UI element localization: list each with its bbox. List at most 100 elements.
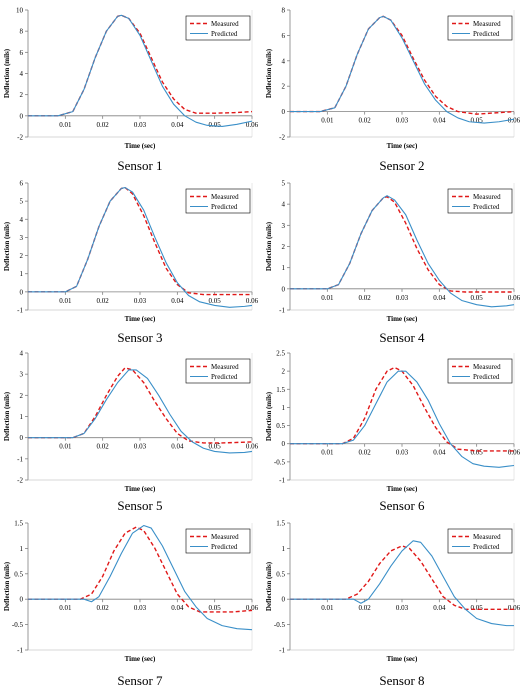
chart-caption: Sensor 2 [379,158,425,173]
x-tick-label: 0.04 [433,117,446,125]
y-tick-label: -1 [17,307,23,315]
x-tick-label: 0.03 [396,294,409,302]
y-tick-label: -1 [17,647,23,655]
x-tick-label: 0.03 [134,121,147,129]
y-tick-label: 1 [282,404,286,412]
x-tick-label: 0.01 [59,297,72,305]
chart-panel-6: -1 -0.5 0 0.5 1 1.5 2 2.5 0.01 0.02 0.03 0.04 0.05 0.… [265,350,521,494]
x-axis-title: Time (sec) [387,655,418,663]
x-tick-label: 0.02 [97,121,110,129]
y-tick-label: 1 [282,264,286,272]
predicted-series-line [28,524,253,631]
y-tick-label: 0.5 [14,570,23,578]
y-tick-label: 8 [20,28,24,36]
y-tick-label: 5 [20,198,24,206]
chart-panel-2: -2 0 2 4 6 8 0.01 0.02 0.03 0.04 0.05 0.06 Time (sec… [265,7,521,151]
legend-box [447,15,513,41]
x-tick-label: 0.02 [97,604,110,612]
y-tick-label: 3 [282,222,286,230]
x-axis-title: Time (sec) [125,142,156,150]
x-tick-label: 0.03 [134,443,147,451]
chart-caption: Sensor 7 [117,673,163,688]
legend-label: Measured [473,533,501,541]
y-tick-label: -2 [17,477,23,485]
chart-panel-5: -2 -1 0 1 2 3 4 0.01 0.02 0.03 0.04 0.05 0.06 Time (s… [3,350,259,494]
x-tick-label: 0.03 [134,297,147,305]
legend-label: Measured [473,20,501,28]
x-tick-label: 0.04 [433,449,446,457]
x-tick-label: 0.04 [433,294,446,302]
x-tick-label: 0.06 [508,449,521,457]
legend-box [447,358,513,384]
predicted-series-line [290,370,515,468]
y-axis-title: Deflection (mils) [265,561,273,611]
predicted-series-line [28,186,253,308]
x-tick-label: 0.03 [134,604,147,612]
y-tick-label: 0 [20,434,24,442]
x-tick-label: 0.01 [321,294,334,302]
x-tick-label: 0.02 [359,604,372,612]
x-tick-label: 0.01 [59,604,72,612]
y-tick-label: 1.5 [276,520,285,528]
y-tick-label: 1 [20,413,24,421]
x-tick-label: 0.01 [59,121,72,129]
x-tick-label: 0.01 [321,449,334,457]
x-tick-label: 0.04 [171,121,184,129]
y-tick-label: 0 [20,596,24,604]
x-tick-label: 0.06 [508,604,521,612]
x-tick-label: 0.02 [97,443,110,451]
x-tick-label: 0.06 [508,117,521,125]
x-tick-label: 0.05 [471,604,484,612]
y-axis-title: Deflection (mils) [265,48,273,98]
x-tick-label: 0.03 [396,117,409,125]
x-axis-title: Time (sec) [387,142,418,150]
chart-panel-7: -1 -0.5 0 0.5 1 1.5 0.01 0.02 0.03 0.04 0.05 0.06 Ti… [3,520,259,664]
y-tick-label: 4 [20,70,24,78]
predicted-series-line [290,15,515,124]
x-tick-label: 0.01 [59,443,72,451]
chart-panel-3: -1 0 1 2 3 4 5 6 0.01 0.02 0.03 0.04 0.05 0.06 Time (s… [3,180,259,324]
y-tick-label: -0.5 [274,458,286,466]
x-tick-label: 0.06 [246,121,259,129]
x-axis-title: Time (sec) [387,315,418,323]
y-tick-label: -0.5 [12,621,24,629]
y-tick-label: 0 [20,112,24,120]
legend-label: Predicted [211,373,238,381]
chart-panel-1: -2 0 2 4 6 8 10 0.01 0.02 0.03 0.04 0.05 0.06 Time (s… [3,7,259,151]
y-tick-label: 1 [282,545,286,553]
measured-series-line [28,367,253,444]
y-tick-label: 2 [20,91,24,99]
y-tick-label: 2 [20,252,24,260]
x-axis-title: Time (sec) [125,315,156,323]
chart-caption: Sensor 3 [117,330,163,345]
legend-box [185,358,251,384]
legend-label: Predicted [211,543,238,551]
y-tick-label: 8 [282,7,286,15]
x-tick-label: 0.06 [246,604,259,612]
predicted-series-line [290,195,515,308]
y-tick-label: -1 [279,307,285,315]
x-tick-label: 0.02 [359,117,372,125]
x-axis-title: Time (sec) [125,655,156,663]
y-axis-title: Deflection (mils) [3,561,11,611]
y-tick-label: 1.5 [276,386,285,394]
y-tick-label: 0 [282,285,286,293]
y-tick-label: -1 [279,477,285,485]
y-tick-label: 0.5 [276,422,285,430]
y-tick-label: 1 [20,270,24,278]
legend-label: Measured [211,193,239,201]
y-tick-label: -2 [17,134,23,142]
chart-caption: Sensor 6 [379,498,425,513]
legend-label: Measured [211,363,239,371]
x-tick-label: 0.04 [171,604,184,612]
y-tick-label: 4 [20,350,24,358]
y-tick-label: -1 [17,455,23,463]
legend-label: Measured [211,20,239,28]
y-tick-label: 2 [282,83,286,91]
y-tick-label: 6 [20,49,24,57]
predicted-series-line [290,540,514,627]
legend-box [447,188,513,214]
legend-box [185,528,251,554]
y-axis-title: Deflection (mils) [265,391,273,441]
